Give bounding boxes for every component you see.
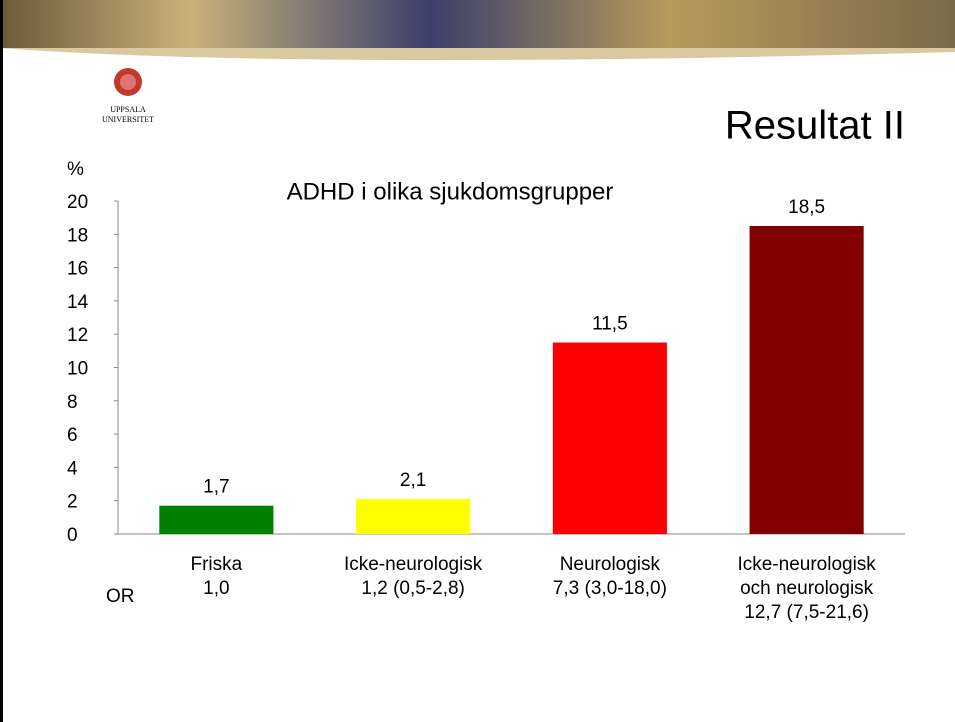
category-label-group: Neurologisk 7,3 (3,0-18,0)	[515, 553, 705, 601]
y-tick-label: 16	[67, 259, 88, 280]
slide-title: Resultat II	[725, 104, 905, 148]
odds-ratio: 1,0	[203, 578, 230, 599]
y-tick-label: 0	[67, 525, 78, 546]
banner	[0, 0, 955, 48]
bar	[749, 225, 864, 534]
category-label-group: Icke-neurologisk 1,2 (0,5-2,8)	[318, 553, 508, 601]
odds-ratio: 12,7 (7,5-21,6)	[744, 602, 869, 623]
category-label-group: Friska 1,0	[121, 553, 311, 601]
y-tick-label: 20	[67, 192, 88, 213]
chart-title: ADHD i olika sjukdomsgrupper	[287, 178, 614, 205]
logo-seal-inner	[120, 74, 136, 90]
x-tick-label: Neurologisk	[559, 554, 661, 575]
y-tick-label: 10	[67, 359, 88, 380]
slide-border	[0, 0, 3, 722]
value-label: 2,1	[400, 470, 426, 491]
x-tick-label: Friska	[190, 554, 243, 575]
y-tick-label: 2	[67, 492, 78, 513]
x-tick-label: Icke-neurologisk	[343, 554, 483, 575]
value-label: 1,7	[203, 477, 229, 498]
x-tick-label: Icke-neurologisk och neurologisk	[737, 554, 876, 599]
y-tick-label: 6	[67, 425, 78, 446]
y-tick-label: 12	[67, 325, 88, 346]
odds-ratio: 7,3 (3,0-18,0)	[552, 578, 667, 599]
odds-ratio: 1,2 (0,5-2,8)	[361, 578, 465, 599]
y-tick-label: 14	[67, 292, 89, 313]
y-tick-label: 18	[67, 225, 88, 246]
category-label-group: Icke-neurologisk och neurologisk 12,7 (7,…	[712, 553, 902, 625]
value-label: 18,5	[788, 197, 825, 218]
or-label: OR	[106, 586, 135, 607]
y-tick-label: 4	[67, 458, 78, 479]
y-tick-label: 8	[67, 392, 78, 413]
bar	[159, 505, 274, 534]
banner-edge	[0, 48, 955, 61]
y-axis-label: %	[67, 159, 84, 180]
bar	[552, 342, 667, 534]
bar	[356, 499, 471, 534]
logo-text: UNIVERSITET	[102, 115, 154, 124]
logo-text: UPPSALA	[110, 105, 146, 114]
value-label: 11,5	[592, 314, 628, 335]
